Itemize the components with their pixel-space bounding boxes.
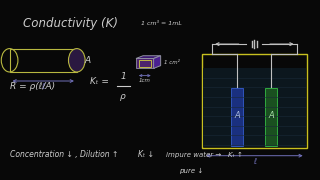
Text: 1: 1 (120, 72, 126, 81)
Text: 1 cm³ = 1mL: 1 cm³ = 1mL (141, 21, 182, 26)
Polygon shape (136, 58, 154, 68)
Bar (10, 49, 77, 72)
Text: 1 cm²: 1 cm² (164, 60, 180, 65)
Text: A: A (85, 56, 91, 65)
Text: ℓ: ℓ (253, 158, 256, 166)
Text: 1cm: 1cm (139, 78, 151, 83)
Bar (231, 88, 243, 146)
Text: Kₜ ↓: Kₜ ↓ (138, 150, 154, 159)
Text: ℓ: ℓ (42, 82, 45, 91)
Polygon shape (154, 56, 161, 68)
Polygon shape (136, 56, 161, 58)
Text: ρ: ρ (120, 92, 126, 101)
Ellipse shape (68, 49, 85, 72)
Text: Kₜ =: Kₜ = (90, 77, 108, 86)
Bar (202, 54, 307, 148)
Text: impure water →   Kₜ ↑: impure water → Kₜ ↑ (166, 152, 243, 158)
Text: R = ρ(ℓ/A): R = ρ(ℓ/A) (10, 82, 55, 91)
Text: pure ↓: pure ↓ (179, 168, 204, 174)
Text: Conductivity (K): Conductivity (K) (23, 17, 118, 30)
Bar (203, 68, 306, 147)
Bar (265, 88, 277, 146)
Text: A: A (234, 111, 240, 120)
Text: Concentration ↓ , Dilution ↑: Concentration ↓ , Dilution ↑ (10, 150, 118, 159)
Text: A: A (268, 111, 274, 120)
